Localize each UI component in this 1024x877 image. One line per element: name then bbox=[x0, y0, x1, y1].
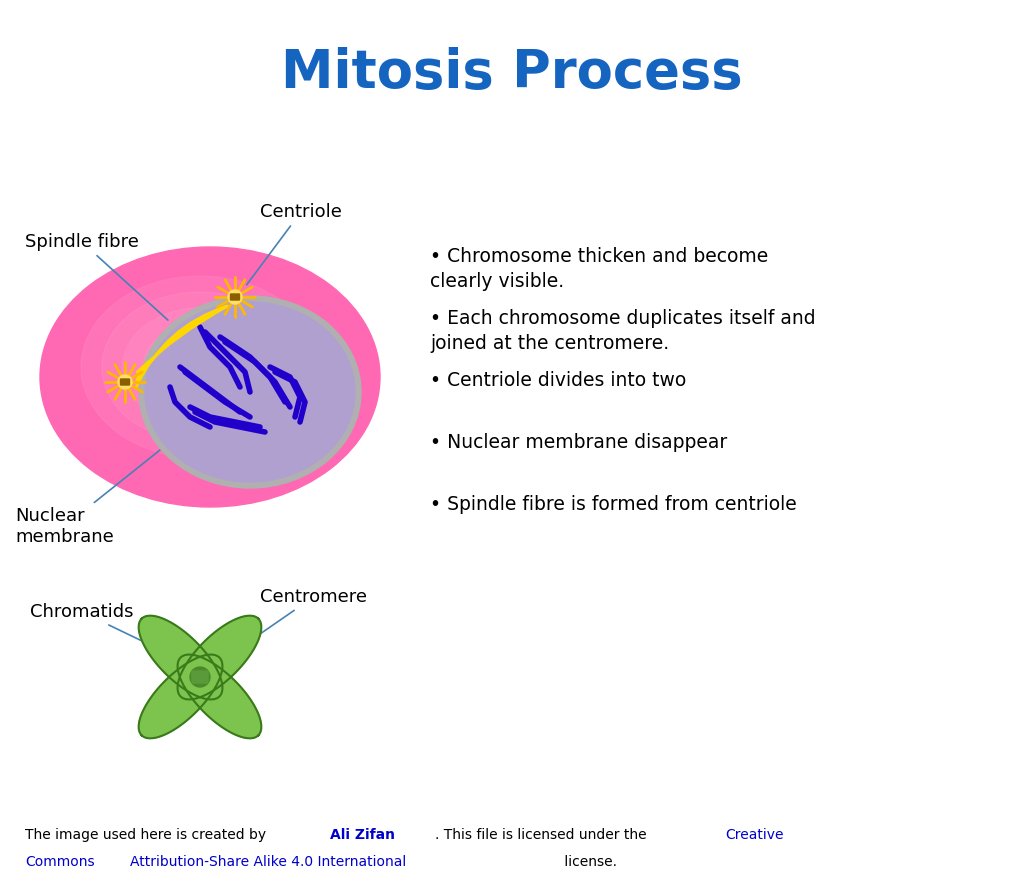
Text: Centriole: Centriole bbox=[247, 203, 342, 285]
Text: • Nuclear membrane disappear: • Nuclear membrane disappear bbox=[430, 433, 727, 452]
Ellipse shape bbox=[123, 308, 278, 426]
Text: Commons: Commons bbox=[25, 855, 94, 869]
Ellipse shape bbox=[81, 276, 319, 458]
Text: Chromatids: Chromatids bbox=[30, 603, 163, 651]
Circle shape bbox=[228, 290, 242, 304]
Polygon shape bbox=[138, 616, 222, 700]
Ellipse shape bbox=[139, 296, 361, 488]
Text: Attribution-Share Alike 4.0 International: Attribution-Share Alike 4.0 Internationa… bbox=[130, 855, 407, 869]
Text: . This file is licensed under the: . This file is licensed under the bbox=[435, 828, 651, 842]
Text: Ali Zifan: Ali Zifan bbox=[330, 828, 395, 842]
Ellipse shape bbox=[164, 339, 236, 395]
Ellipse shape bbox=[101, 292, 298, 442]
Ellipse shape bbox=[145, 302, 355, 482]
FancyBboxPatch shape bbox=[193, 671, 208, 683]
Text: • Each chromosome duplicates itself and
joined at the centromere.: • Each chromosome duplicates itself and … bbox=[430, 309, 816, 353]
Polygon shape bbox=[177, 654, 261, 738]
Text: • Spindle fibre is formed from centriole: • Spindle fibre is formed from centriole bbox=[430, 495, 797, 514]
Text: Centromere: Centromere bbox=[207, 588, 367, 670]
Polygon shape bbox=[138, 654, 222, 738]
Ellipse shape bbox=[143, 324, 257, 410]
Text: • Chromosome thicken and become
clearly visible.: • Chromosome thicken and become clearly … bbox=[430, 247, 768, 291]
FancyBboxPatch shape bbox=[121, 379, 129, 385]
Text: Spindle fibre: Spindle fibre bbox=[25, 233, 168, 320]
Text: The image used here is created by: The image used here is created by bbox=[25, 828, 270, 842]
Text: Mitosis Process: Mitosis Process bbox=[282, 47, 742, 99]
Polygon shape bbox=[177, 616, 261, 700]
Text: Creative: Creative bbox=[725, 828, 783, 842]
Text: • Centriole divides into two: • Centriole divides into two bbox=[430, 371, 686, 390]
Ellipse shape bbox=[40, 247, 380, 507]
Text: license.: license. bbox=[560, 855, 617, 869]
Circle shape bbox=[118, 375, 132, 389]
FancyBboxPatch shape bbox=[230, 294, 240, 300]
Text: Nuclear
membrane: Nuclear membrane bbox=[15, 444, 168, 545]
Circle shape bbox=[190, 667, 210, 687]
